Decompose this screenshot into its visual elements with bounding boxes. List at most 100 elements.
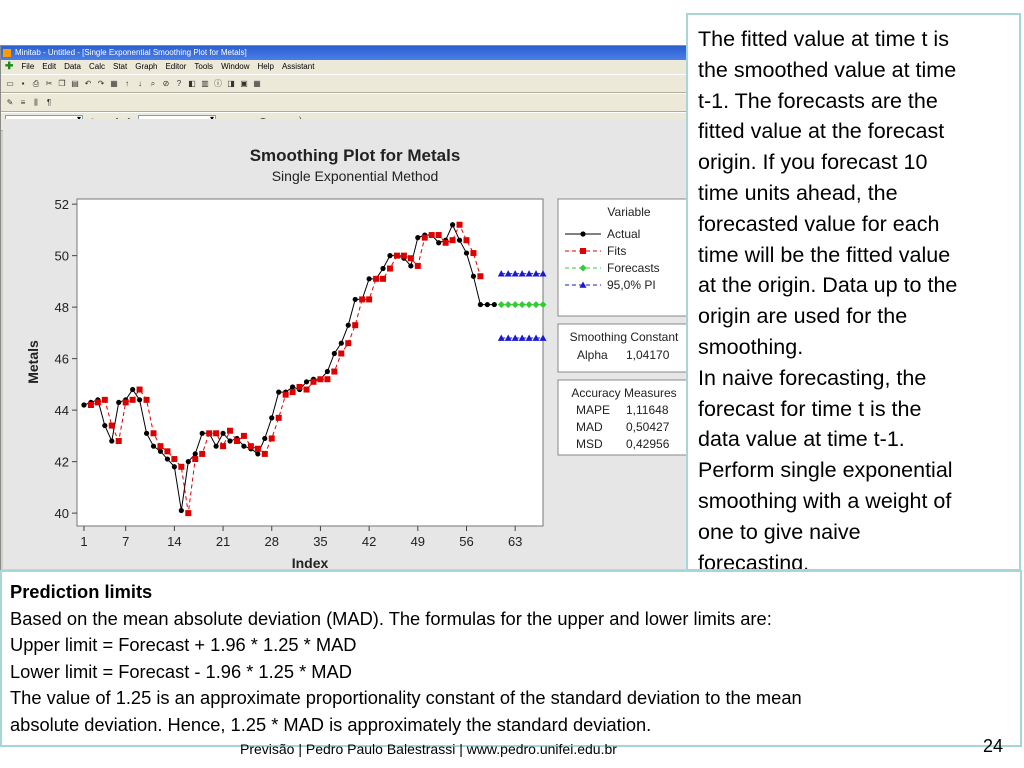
- fits-point: [317, 376, 324, 383]
- actual-point: [484, 301, 490, 308]
- forecasts-point: [525, 301, 533, 309]
- legend-title: Variable: [607, 205, 650, 219]
- pi-lower-point: [532, 334, 540, 341]
- fits-point: [185, 510, 192, 517]
- y-tick-label: 52: [55, 197, 69, 212]
- worksheet-icon[interactable]: ▦: [110, 78, 118, 88]
- cancel-icon[interactable]: ⊘: [162, 78, 170, 88]
- fits-point: [247, 443, 254, 450]
- table-icon[interactable]: ▦: [253, 78, 261, 88]
- fits-point: [289, 389, 296, 396]
- fits-point: [470, 250, 477, 257]
- actual-point: [136, 397, 143, 403]
- fits-point: [331, 368, 338, 375]
- actual-point: [366, 276, 372, 282]
- fits-point: [386, 265, 393, 272]
- help-icon[interactable]: ?: [176, 78, 182, 88]
- cut-icon[interactable]: ✂: [45, 78, 53, 88]
- graph-icon[interactable]: ▥: [201, 78, 209, 88]
- actual-point: [303, 379, 310, 385]
- legend-marker: [579, 281, 587, 288]
- menu-window[interactable]: Window: [221, 62, 250, 71]
- menu-tools[interactable]: Tools: [194, 62, 214, 71]
- fits-point: [87, 401, 94, 408]
- row-icon[interactable]: ≡: [20, 97, 26, 107]
- fits-point: [428, 232, 435, 239]
- menu-data[interactable]: Data: [64, 62, 81, 71]
- menu-stat[interactable]: Stat: [113, 62, 128, 71]
- y-tick-label: 42: [55, 455, 69, 470]
- history-icon[interactable]: ◨: [227, 78, 235, 88]
- actual-point: [352, 296, 358, 303]
- menu-help[interactable]: Help: [257, 62, 274, 71]
- pi-upper-point: [525, 270, 533, 277]
- undo-icon[interactable]: ↶: [84, 78, 92, 88]
- find-icon[interactable]: ⌕: [150, 78, 156, 88]
- actual-point: [436, 240, 442, 246]
- explanation-line: at the origin. Data up to the: [698, 273, 958, 298]
- y-tick-label: 44: [55, 403, 69, 418]
- menu-editor[interactable]: Editor: [165, 62, 187, 71]
- forecasts-point: [539, 301, 547, 309]
- legend-marker: [580, 248, 586, 254]
- actual-point: [241, 443, 247, 449]
- fits-point: [199, 450, 206, 457]
- menu-edit[interactable]: Edit: [42, 62, 57, 71]
- actual-point: [269, 415, 275, 421]
- actual-point: [262, 435, 268, 442]
- redo-icon[interactable]: ↷: [97, 78, 105, 88]
- plus-icon[interactable]: ✚: [5, 61, 14, 72]
- legend-label: Actual: [607, 227, 640, 241]
- prediction-limits-line: absolute deviation. Hence, 1.25 * MAD is…: [10, 713, 652, 735]
- text-icon[interactable]: ¶: [46, 97, 52, 107]
- fits-point: [373, 275, 380, 282]
- explanation-line: one to give naive: [698, 519, 861, 544]
- msd-label: MSD: [576, 437, 603, 451]
- menu-calc[interactable]: Calc: [88, 62, 105, 71]
- fits-point: [400, 252, 407, 259]
- menu-assistant[interactable]: Assistant: [281, 62, 315, 71]
- x-tick-label: 14: [167, 534, 181, 549]
- fits-point: [164, 448, 171, 455]
- save-icon[interactable]: ▪: [21, 78, 25, 88]
- fits-point: [213, 430, 220, 437]
- copy-icon[interactable]: ❐: [58, 78, 66, 88]
- minitab-app-icon: [3, 49, 11, 57]
- page-number: 24: [983, 736, 1004, 756]
- explanation-line: forecast for time t is the: [698, 396, 922, 421]
- fits-point: [178, 463, 185, 470]
- pi-upper-point: [518, 270, 526, 277]
- brush-icon[interactable]: ✎: [6, 97, 14, 107]
- actual-point: [178, 507, 184, 514]
- print-icon[interactable]: ⎙: [32, 78, 40, 88]
- pi-upper-point: [532, 270, 540, 277]
- menu-file[interactable]: File: [21, 62, 35, 71]
- column-icon[interactable]: ⫼: [34, 97, 38, 107]
- fits-point: [94, 399, 101, 406]
- forecasts-point: [504, 301, 512, 309]
- mad-value: 0,50427: [626, 420, 670, 434]
- fits-point: [206, 430, 213, 437]
- arrow-down-icon[interactable]: ↓: [138, 78, 142, 88]
- actual-point: [102, 422, 108, 429]
- layout-icon[interactable]: ▣: [240, 78, 248, 88]
- explanation-line: time will be the fitted value: [698, 242, 951, 267]
- actual-point: [255, 451, 261, 457]
- info-icon[interactable]: ⓘ: [214, 78, 222, 88]
- fits-point: [268, 435, 275, 442]
- session-icon[interactable]: ◧: [188, 78, 196, 88]
- legend-marker: [579, 264, 587, 272]
- forecasts-point: [497, 301, 505, 309]
- menu-graph[interactable]: Graph: [135, 62, 158, 71]
- lower-limit-formula: Lower limit = Forecast - 1.96 * 1.25 * M…: [10, 660, 352, 682]
- alpha-label: Alpha: [577, 348, 608, 362]
- pi-lower-point: [525, 334, 533, 341]
- open-icon[interactable]: ▭: [6, 78, 14, 88]
- x-tick-label: 56: [459, 534, 473, 549]
- prediction-limits-line: The value of 1.25 is an approximate prop…: [10, 687, 802, 709]
- arrow-up-icon[interactable]: ↑: [125, 78, 129, 88]
- actual-point: [415, 235, 421, 241]
- x-tick-label: 63: [508, 534, 522, 549]
- paste-icon[interactable]: ▤: [71, 78, 79, 88]
- pi-upper-point: [504, 270, 512, 277]
